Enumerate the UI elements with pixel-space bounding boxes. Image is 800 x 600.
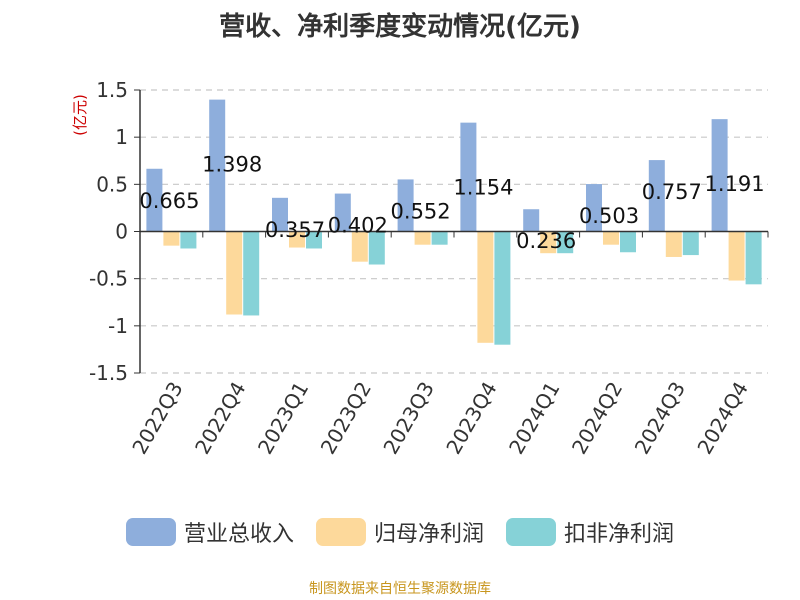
y-tick-label: -0.5 <box>89 267 128 291</box>
bar-revenue <box>272 197 288 232</box>
data-label: 0.503 <box>579 204 639 228</box>
legend-swatch <box>315 518 366 546</box>
bar-revenue <box>460 122 477 232</box>
legend-label: 扣非净利润 <box>564 522 675 547</box>
x-tick-label: 2023Q4 <box>441 378 501 459</box>
x-tick-label: 2023Q1 <box>253 378 313 459</box>
bar-revenue <box>334 193 351 232</box>
bar-net-profit <box>665 231 682 257</box>
legend-label: 归母净利润 <box>373 522 484 547</box>
bar-net-profit <box>226 231 243 315</box>
legend: 营业总收入 归母净利润 扣非净利润 <box>0 516 800 548</box>
x-tick-label: 2024Q2 <box>567 378 627 459</box>
bar-deducted-net-profit <box>431 231 448 245</box>
x-tick-label: 2024Q3 <box>630 378 690 459</box>
legend-item[interactable]: 归母净利润 <box>315 516 484 548</box>
legend-label: 营业总收入 <box>183 522 294 547</box>
data-label: 0.552 <box>391 199 451 223</box>
data-label: 0.665 <box>139 189 199 213</box>
y-tick-label: 0 <box>115 220 128 244</box>
data-label: 1.398 <box>202 153 262 177</box>
y-tick-label: 1.5 <box>96 78 128 102</box>
bar-net-profit <box>414 231 431 245</box>
legend-item[interactable]: 扣非净利润 <box>506 516 674 548</box>
y-axis-label: (亿元) <box>71 94 89 136</box>
bar-net-profit <box>289 231 305 248</box>
x-tick-label: 2024Q1 <box>504 378 564 459</box>
source-note: 制图数据来自恒生聚源数据库 <box>309 581 491 597</box>
legend-swatch <box>125 518 176 546</box>
chart-title: 营收、净利季度变动情况(亿元) <box>219 12 581 42</box>
bar-net-profit <box>728 231 745 281</box>
x-tick-label: 2023Q3 <box>378 377 438 458</box>
bar-revenue <box>209 99 226 232</box>
bar-net-profit <box>477 231 494 343</box>
bar-deducted-net-profit <box>243 231 260 316</box>
legend-swatch <box>506 518 556 546</box>
y-tick-label: -1.5 <box>89 361 128 385</box>
data-label: 0.757 <box>642 180 702 204</box>
legend-item[interactable]: 营业总收入 <box>125 516 294 548</box>
x-tick-label: 2023Q2 <box>316 378 376 459</box>
y-tick-label: 0.5 <box>96 172 128 196</box>
bar-deducted-net-profit <box>368 231 385 265</box>
bar-revenue <box>397 179 414 232</box>
bar-revenue <box>146 168 163 232</box>
bar-net-profit <box>603 231 619 245</box>
bar-revenue <box>711 119 728 232</box>
bar-deducted-net-profit <box>306 231 322 249</box>
bar-deducted-net-profit <box>557 231 574 254</box>
bar-net-profit <box>540 231 557 254</box>
data-label: 0.236 <box>516 229 576 253</box>
bar-deducted-net-profit <box>620 231 636 253</box>
data-label: 0.402 <box>328 214 388 238</box>
bar-revenue <box>523 209 540 232</box>
bar-deducted-net-profit <box>180 231 197 249</box>
bar-net-profit <box>351 231 368 262</box>
data-label: 0.357 <box>265 218 325 242</box>
bar-deducted-net-profit <box>494 231 511 345</box>
data-label: 1.154 <box>453 176 513 200</box>
bar-deducted-net-profit <box>745 231 762 285</box>
bar-deducted-net-profit <box>682 231 699 256</box>
x-tick-label: 2022Q4 <box>190 378 250 459</box>
bar-revenue <box>586 184 602 232</box>
x-tick-label: 2022Q3 <box>127 378 187 459</box>
data-label: 1.191 <box>705 172 765 196</box>
y-tick-label: 1 <box>115 125 128 149</box>
x-tick-label: 2024Q4 <box>692 378 752 459</box>
bar-revenue <box>648 160 665 232</box>
bar-net-profit <box>163 231 180 246</box>
y-tick-label: -1 <box>108 314 128 338</box>
